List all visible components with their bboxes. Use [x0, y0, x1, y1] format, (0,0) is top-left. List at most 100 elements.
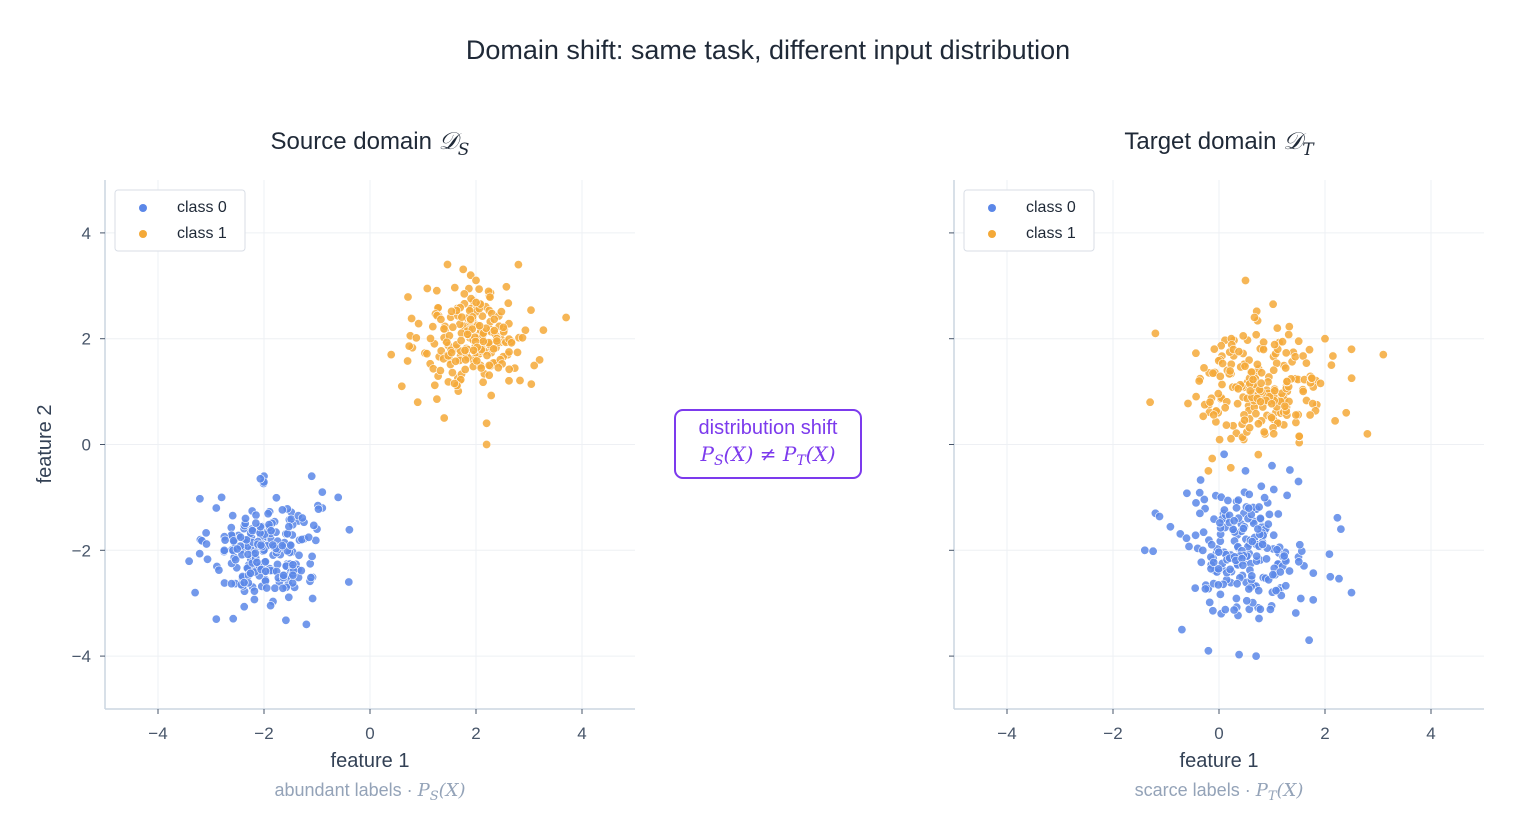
scatter-point-class-1 — [478, 377, 488, 387]
scatter-point-class-1 — [1284, 330, 1294, 340]
scatter-point-class-0 — [1258, 539, 1268, 549]
scatter-point-class-1 — [535, 355, 545, 365]
scatter-point-class-0 — [195, 494, 205, 504]
scatter-point-class-0 — [1190, 583, 1200, 593]
legend-frame — [114, 189, 246, 252]
scatter-point-class-1 — [498, 322, 508, 332]
scatter-point-class-1 — [1209, 344, 1219, 354]
scatter-point-class-1 — [407, 313, 417, 323]
scatter-point-class-1 — [1245, 423, 1255, 433]
scatter-point-class-0 — [1225, 564, 1235, 574]
scatter-point-class-1 — [1199, 363, 1209, 373]
x-tick-label: −2 — [254, 724, 273, 743]
scatter-point-class-0 — [1175, 529, 1185, 539]
scatter-point-class-0 — [247, 526, 257, 536]
scatter-point-class-1 — [1215, 371, 1225, 381]
scatter-point-class-1 — [414, 319, 424, 329]
scatter-point-class-1 — [1191, 348, 1201, 358]
scatter-point-class-1 — [1298, 386, 1308, 396]
legend-frame — [963, 189, 1095, 252]
scatter-point-class-1 — [1362, 429, 1372, 439]
scatter-point-class-0 — [1182, 533, 1192, 543]
scatter-point-class-0 — [1228, 524, 1238, 534]
scatter-point-class-1 — [1281, 363, 1291, 373]
scatter-point-class-1 — [1234, 347, 1244, 357]
scatter-point-class-1 — [1307, 373, 1317, 383]
scatter-point-class-0 — [344, 525, 354, 535]
scatter-point-class-0 — [241, 513, 251, 523]
scatter-point-class-1 — [1256, 397, 1266, 407]
scatter-point-class-0 — [1263, 519, 1273, 529]
scatter-point-class-1 — [1270, 340, 1280, 350]
scatter-point-class-1 — [469, 345, 479, 355]
scatter-point-class-0 — [308, 593, 318, 603]
scatter-point-class-0 — [1205, 597, 1215, 607]
scatter-point-class-1 — [413, 397, 423, 407]
scatter-point-class-0 — [1324, 549, 1334, 559]
scatter-point-class-1 — [1267, 399, 1277, 409]
scatter-point-class-0 — [219, 545, 229, 555]
scatter-point-class-1 — [1326, 360, 1336, 370]
scatter-point-class-1 — [1217, 379, 1227, 389]
scatter-point-class-1 — [1203, 466, 1213, 476]
panel-target: Target domain 𝒟T −4 −2 0 2 4 feature 1 scarc… — [949, 127, 1484, 804]
panel-target-caption: scarce labels · PT(X) — [1135, 780, 1304, 804]
scatter-point-class-0 — [184, 556, 194, 566]
x-tick-label: −2 — [1103, 724, 1122, 743]
scatter-point-class-1 — [1282, 376, 1292, 386]
scatter-point-class-0 — [195, 549, 205, 559]
scatter-point-class-1 — [484, 370, 494, 380]
panel-source-legend: class 0 class 1 — [114, 189, 246, 252]
scatter-point-class-1 — [458, 264, 468, 274]
panel-source-ylabel: feature 2 — [34, 405, 56, 484]
scatter-point-class-0 — [1244, 503, 1254, 513]
scatter-point-class-0 — [262, 583, 272, 593]
x-tick-label: 4 — [577, 724, 586, 743]
scatter-point-class-0 — [1336, 524, 1346, 534]
scatter-point-class-0 — [1155, 511, 1165, 521]
scatter-point-class-0 — [297, 513, 307, 523]
scatter-point-class-0 — [344, 577, 354, 587]
scatter-point-class-1 — [474, 284, 484, 294]
scatter-point-class-0 — [309, 520, 319, 530]
scatter-point-class-1 — [451, 356, 461, 366]
scatter-point-class-1 — [1209, 410, 1219, 420]
scatter-point-class-1 — [1150, 328, 1160, 338]
scatter-point-class-1 — [529, 360, 539, 370]
y-tick-label: 0 — [82, 436, 91, 455]
scatter-point-class-1 — [476, 363, 486, 373]
scatter-point-class-0 — [1214, 547, 1224, 557]
scatter-point-class-1 — [1378, 350, 1388, 360]
scatter-point-class-1 — [1145, 397, 1155, 407]
scatter-point-class-0 — [232, 544, 242, 554]
scatter-point-class-0 — [1244, 584, 1254, 594]
scatter-point-class-0 — [1252, 551, 1262, 561]
scatter-point-class-0 — [307, 551, 317, 561]
scatter-point-class-0 — [266, 526, 276, 536]
scatter-point-class-0 — [1296, 593, 1306, 603]
scatter-point-class-1 — [1269, 365, 1279, 375]
scatter-point-class-0 — [1208, 606, 1218, 616]
scatter-point-class-1 — [526, 305, 536, 315]
scatter-point-class-0 — [251, 518, 261, 528]
scatter-point-class-1 — [1301, 358, 1311, 368]
panel-source-title: Source domain 𝒟S — [271, 127, 470, 160]
figure-suptitle: Domain shift: same task, different input… — [466, 35, 1070, 65]
panel-source-ticks: −4 −2 0 2 4 −4 −2 0 2 4 — [72, 224, 587, 743]
scatter-point-class-1 — [503, 298, 513, 308]
scatter-point-class-0 — [1247, 571, 1257, 581]
scatter-point-class-0 — [1281, 581, 1291, 591]
scatter-point-class-1 — [1191, 392, 1201, 402]
scatter-point-class-0 — [1268, 570, 1278, 580]
panel-target-legend: class 0 class 1 — [963, 189, 1095, 252]
legend-label-class-1: class 1 — [1026, 225, 1076, 242]
scatter-point-class-1 — [425, 333, 435, 343]
scatter-point-class-0 — [1191, 530, 1201, 540]
scatter-point-class-1 — [1291, 417, 1301, 427]
scatter-point-class-0 — [239, 578, 249, 588]
scatter-point-class-1 — [1267, 413, 1277, 423]
scatter-point-class-0 — [1196, 557, 1206, 567]
scatter-point-class-0 — [228, 614, 238, 624]
scatter-point-class-0 — [288, 560, 298, 570]
